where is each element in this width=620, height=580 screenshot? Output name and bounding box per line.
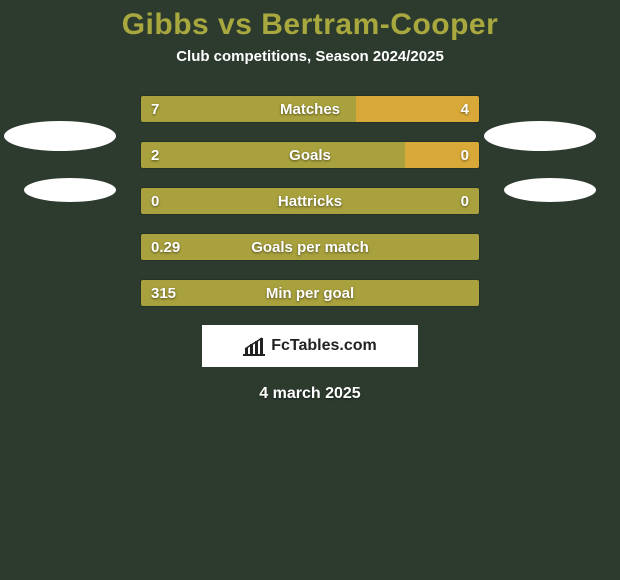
stat-label: Hattricks (141, 188, 479, 214)
branding-text: FcTables.com (271, 337, 377, 355)
stat-row: 74Matches (140, 95, 480, 123)
stat-row: 20Goals (140, 141, 480, 169)
page-title: Gibbs vs Bertram-Cooper (0, 0, 620, 42)
chart-icon (243, 336, 265, 356)
stat-row: 00Hattricks (140, 187, 480, 215)
subtitle: Club competitions, Season 2024/2025 (0, 48, 620, 65)
stat-row: 0.29Goals per match (140, 233, 480, 261)
stat-label: Min per goal (141, 280, 479, 306)
branding-badge: FcTables.com (202, 325, 418, 367)
decorative-ellipse-bottom-right (504, 178, 596, 202)
decorative-ellipse-top-right (484, 121, 596, 151)
stat-label: Goals (141, 142, 479, 168)
stat-row: 315Min per goal (140, 279, 480, 307)
date-text: 4 march 2025 (0, 385, 620, 403)
stat-label: Matches (141, 96, 479, 122)
stat-label: Goals per match (141, 234, 479, 260)
decorative-ellipse-bottom-left (24, 178, 116, 202)
comparison-stats: 74Matches 20Goals 00Hattricks 0.29Goals per… (140, 95, 480, 307)
decorative-ellipse-top-left (4, 121, 116, 151)
